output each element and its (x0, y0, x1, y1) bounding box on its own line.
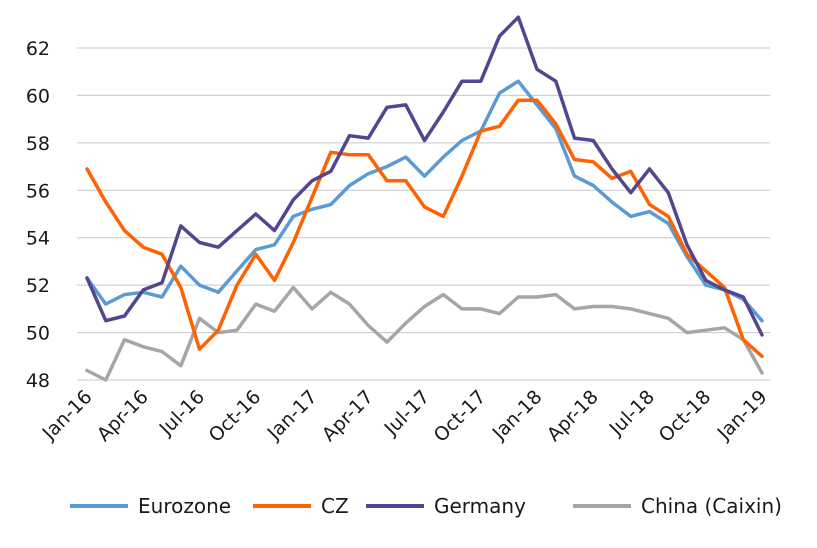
y-tick-label-54: 54 (26, 228, 50, 250)
x-tick-label-Apr-18: Apr-18 (543, 386, 603, 446)
legend-label-china-caixin: China (Caixin) (641, 494, 782, 518)
y-tick-label-50: 50 (26, 323, 50, 345)
x-tick-label-Jan-17: Jan-17 (263, 386, 322, 445)
series-line-china-caixin (85, 285, 764, 382)
legend-label-eurozone: Eurozone (138, 494, 231, 518)
y-tick-label-58: 58 (26, 133, 50, 155)
series-line-cz (85, 98, 764, 359)
x-tick-label-Apr-17: Apr-17 (318, 386, 378, 446)
x-tick-label-Jan-16: Jan-16 (38, 386, 97, 445)
series-line-eurozone (85, 79, 764, 323)
y-tick-label-56: 56 (26, 180, 50, 202)
x-tick-label-Jul-18: Jul-18 (605, 386, 659, 440)
x-tick-label-Jul-16: Jul-16 (155, 386, 209, 440)
x-tick-label-Oct-16: Oct-16 (205, 386, 266, 447)
x-tick-label-Jul-17: Jul-17 (380, 386, 434, 440)
x-tick-label-Jan-18: Jan-18 (488, 386, 547, 445)
y-axis-tick-labels: 48 50 52 54 56 58 60 62 (26, 38, 50, 392)
x-tick-label-Oct-18: Oct-18 (655, 386, 716, 447)
x-tick-label-Oct-17: Oct-17 (430, 386, 491, 447)
y-tick-label-60: 60 (26, 85, 50, 107)
legend-label-germany: Germany (434, 494, 526, 518)
y-tick-label-52: 52 (26, 275, 50, 297)
y-tick-label-48: 48 (26, 370, 50, 392)
series-line-germany (85, 15, 764, 337)
legend-label-cz: CZ (321, 494, 349, 518)
x-tick-label-Apr-16: Apr-16 (93, 386, 153, 446)
legend: Eurozone CZ Germany China (Caixin) (70, 494, 782, 518)
series-lines (85, 15, 764, 382)
x-tick-label-Jan-19: Jan-19 (713, 386, 772, 445)
y-tick-label-62: 62 (26, 38, 50, 60)
